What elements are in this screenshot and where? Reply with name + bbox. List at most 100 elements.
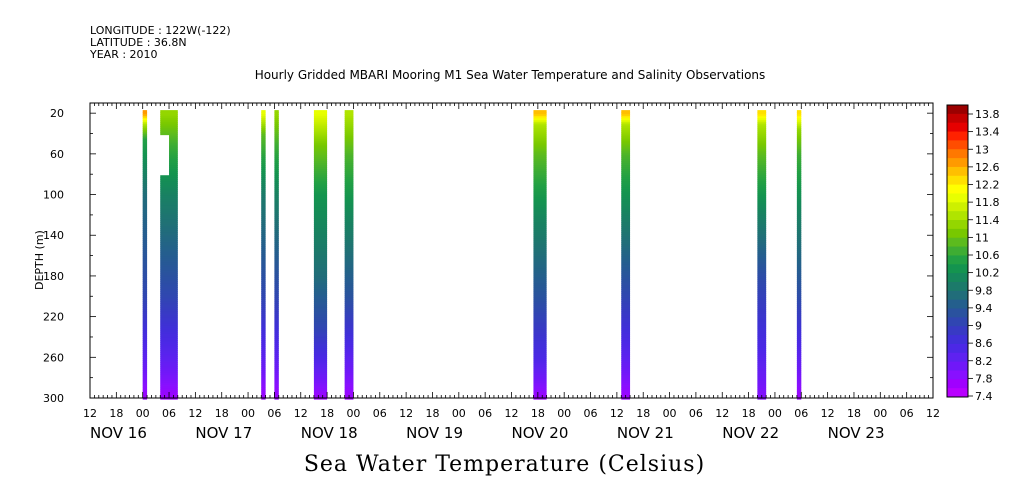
data-cell [274,158,279,162]
data-cell [274,364,279,368]
data-cell [313,256,328,260]
data-cell [160,264,178,268]
data-cell [313,185,328,189]
data-cell [313,175,328,178]
data-cell [160,219,178,223]
data-cell [169,152,178,156]
data-cell [313,124,328,127]
data-cell [261,120,266,123]
data-cell [142,165,148,168]
data-cell [313,146,328,150]
colorbar-label: 9.8 [975,284,993,297]
data-cell [621,238,631,241]
data-cell [142,301,148,304]
data-cell [169,165,178,168]
data-cell [796,211,802,215]
data-cell [533,118,547,121]
data-cell [757,364,767,368]
data-cell [142,201,148,205]
data-cell [621,183,631,186]
data-cell [160,350,178,353]
data-cell [261,270,266,274]
data-cell [142,116,148,119]
data-cell [261,388,266,392]
data-cell [344,315,354,319]
data-cell [274,384,279,388]
data-cell [142,250,148,254]
data-cell [313,317,328,321]
data-cell [757,346,767,349]
data-cell [344,228,354,231]
data-cell [796,195,802,199]
data-cell [533,232,547,235]
data-cell [274,201,279,205]
data-cell [757,378,767,382]
data-cell [533,213,547,217]
data-cell [274,380,279,384]
data-cell [313,181,328,184]
data-cell [796,126,802,130]
data-cell [261,250,266,254]
data-cell [621,281,631,284]
data-cell [757,187,767,191]
data-cell [142,146,148,150]
data-cell [757,268,767,272]
data-cell [142,236,148,239]
data-cell [621,380,631,384]
data-cell [313,329,328,333]
data-cell [261,183,266,186]
data-cell [344,342,354,345]
data-cell [261,293,266,296]
data-cell [313,364,328,368]
data-cell [533,177,547,180]
data-cell [796,140,802,144]
data-cell [621,325,631,329]
data-cell [160,329,178,333]
data-cell [344,348,354,351]
data-cell [160,327,178,331]
data-cell [313,384,328,388]
data-cell [533,132,547,136]
data-cell [796,354,802,357]
data-cell [621,370,631,374]
data-cell [160,254,178,258]
data-cell [344,209,354,213]
data-cell [533,352,547,355]
data-cell [621,110,631,113]
data-cell [142,228,148,231]
data-cell [313,152,328,156]
data-cell [313,138,328,142]
data-cell [160,299,178,302]
data-cell [757,348,767,351]
data-cell [274,376,279,380]
data-cell [169,171,178,174]
data-cell [261,358,266,361]
data-cell [344,283,354,286]
data-cell [160,185,178,189]
data-cell [621,250,631,254]
data-cell [344,299,354,302]
data-cell [796,165,802,168]
data-cell [160,297,178,300]
data-cell [142,264,148,268]
data-cell [621,232,631,235]
data-cell [261,392,266,396]
data-cell [533,380,547,384]
data-cell [621,321,631,325]
data-cell [261,171,266,174]
colorbar-swatch [947,326,968,336]
data-cell [274,199,279,203]
data-cell [142,329,148,333]
data-cell [533,219,547,223]
data-cell [274,181,279,184]
x-tick-label: 18 [425,407,439,420]
data-cell [757,250,767,254]
data-cell [621,140,631,144]
data-cell [757,368,767,372]
data-cell [142,199,148,203]
data-cell [344,175,354,178]
data-cell [261,189,266,193]
data-cell [757,301,767,304]
data-cell [142,262,148,266]
data-cell [274,240,279,243]
